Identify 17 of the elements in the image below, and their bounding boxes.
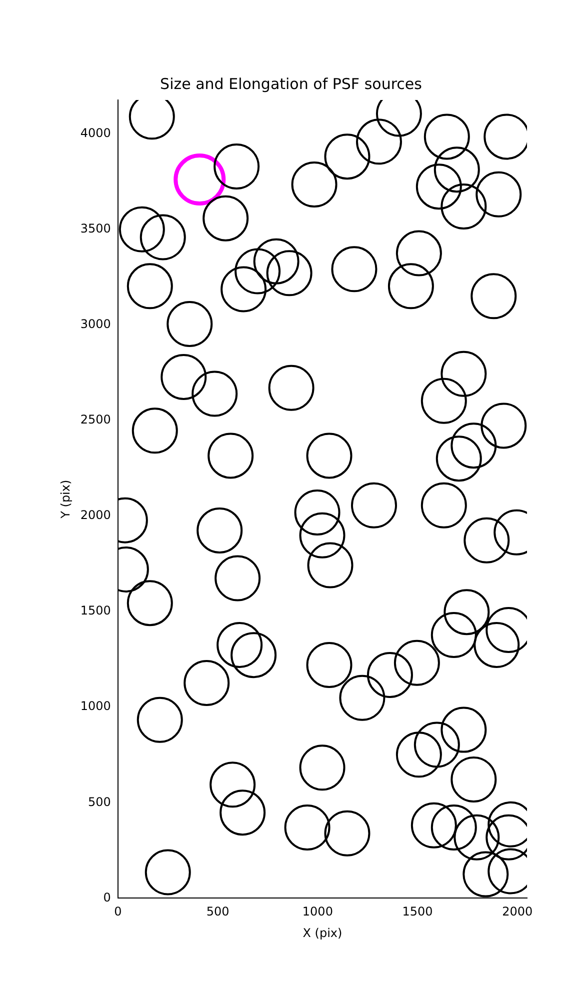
y-tick-label: 0 (103, 890, 111, 904)
chart-title: Size and Elongation of PSF sources (160, 74, 422, 93)
y-tick-label: 500 (88, 794, 111, 809)
x-tick-label: 500 (206, 904, 230, 919)
y-tick-label: 1000 (80, 699, 111, 714)
y-tick-label: 2000 (80, 508, 111, 522)
x-tick-label: 2000 (502, 904, 533, 919)
x-tick-label: 1000 (302, 904, 333, 919)
y-tick-label: 4000 (80, 126, 111, 140)
y-tick-label: 3500 (80, 221, 111, 236)
y-tick-label: 2500 (80, 412, 111, 426)
y-tick-label: 1500 (80, 604, 111, 618)
x-tick-label: 1500 (402, 904, 433, 919)
x-tick-label: 0 (114, 904, 122, 919)
y-tick-label: 3000 (80, 316, 111, 331)
x-axis-title: X (pix) (302, 926, 342, 940)
y-axis-title: Y (pix) (58, 480, 72, 520)
